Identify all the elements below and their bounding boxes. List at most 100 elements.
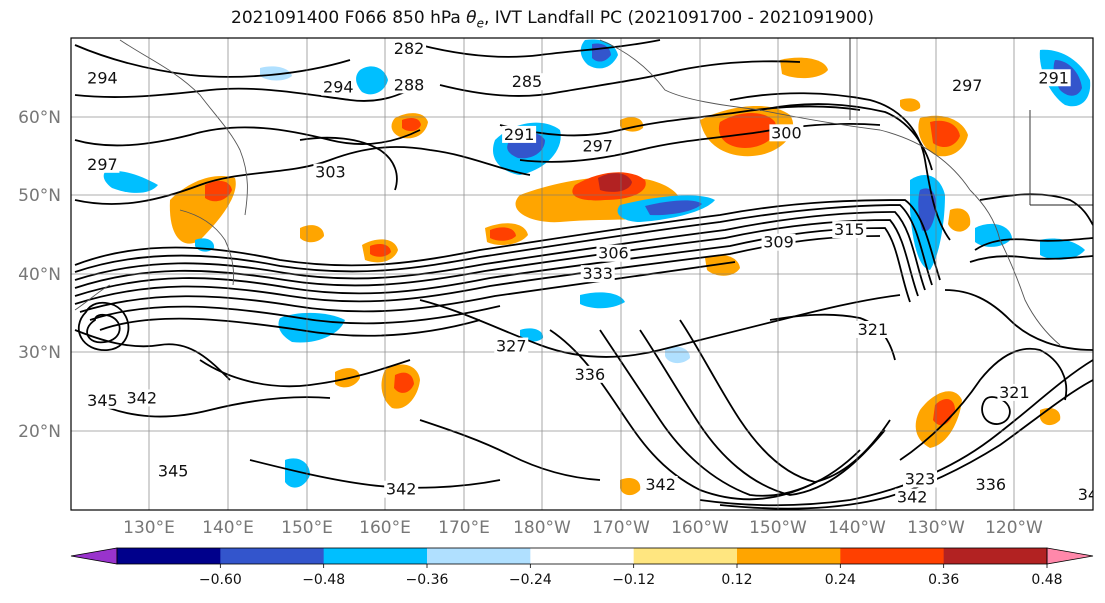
lat-label: 50°N <box>18 186 61 206</box>
lat-label: 60°N <box>18 108 61 128</box>
contour-label-bg <box>903 470 938 488</box>
title-subscript: e <box>476 16 484 31</box>
contour-label-bg <box>572 365 607 383</box>
colorbar-extend-high <box>1046 547 1094 565</box>
colorbar-extend-low <box>70 547 118 565</box>
theta-e-contour <box>969 255 1093 263</box>
anomaly-patch <box>900 98 921 112</box>
lon-label: 180°W <box>513 518 571 538</box>
theta-e-contour <box>599 329 861 497</box>
contour-label-bg <box>580 137 615 155</box>
colorbar-cell <box>633 548 738 564</box>
contour-label-bg <box>502 125 537 143</box>
colorbar-outline <box>116 547 1048 565</box>
contour-label-bg <box>1091 69 1093 87</box>
colorbar: −0.60 −0.48 −0.36 −0.24 −0.12 0.12 0.24 0.36 0.4… <box>70 547 1094 588</box>
contour-label: 309 <box>763 233 794 252</box>
colorbar-cell <box>323 548 428 564</box>
contour-label-bg <box>124 389 159 407</box>
contour-label: 345 <box>87 391 118 410</box>
contour-label-bg <box>997 383 1032 401</box>
contour-label-bg <box>494 337 529 355</box>
graticule <box>71 38 1093 510</box>
theta-e-contour <box>419 419 601 481</box>
contour-label: 336 <box>976 475 1007 494</box>
anomaly-patch <box>356 66 388 95</box>
map-title: 2021091400 F066 850 hPa θe, IVT Landfall… <box>0 8 1105 30</box>
colorbar-tick-label: −0.60 <box>199 572 242 588</box>
contour-label: 291 <box>504 125 535 144</box>
colorbar-cell <box>530 548 635 564</box>
lon-label: 120°W <box>985 518 1043 538</box>
lat-label: 30°N <box>18 343 61 363</box>
anomaly-patch <box>205 180 232 202</box>
lon-label: 170°E <box>438 518 490 538</box>
contour-label-bg <box>1036 69 1071 87</box>
theta-e-contour <box>74 227 911 303</box>
colorbar-ticks: −0.60 −0.48 −0.36 −0.24 −0.12 0.12 0.24 0.36 0.4… <box>199 564 1063 588</box>
colorbar-tick-label: 0.12 <box>721 572 752 588</box>
anomaly-patch <box>394 372 414 393</box>
contour-label-bg <box>156 462 191 480</box>
theta-e-contour <box>74 199 941 281</box>
lon-label: 140°W <box>828 518 886 538</box>
anomaly-patch <box>1040 238 1085 260</box>
contour-label: 282 <box>394 39 425 58</box>
contour-label: 303 <box>315 163 346 182</box>
theta-e-contour <box>74 44 351 78</box>
contour-label: 333 <box>582 264 613 283</box>
contour-label: 297 <box>952 76 983 95</box>
anomaly-patch <box>278 312 345 343</box>
contour-label-bg <box>832 221 867 239</box>
contour-label-bg <box>85 391 120 409</box>
map-frame <box>70 37 1094 511</box>
contour-label-bg <box>313 163 348 181</box>
coastline <box>599 39 971 191</box>
contour-label: 285 <box>512 72 543 91</box>
contour-label: 315 <box>834 220 865 239</box>
contour-label-layer: 2822942942882852973032912973002972912882… <box>85 39 1105 507</box>
contour-label: 321 <box>858 320 889 339</box>
contour-label: 342 <box>386 480 417 499</box>
theta-e-contour <box>99 317 481 337</box>
contour-label-bg <box>580 265 615 283</box>
colorbar-cell <box>840 548 945 564</box>
anomaly-patch <box>718 113 776 148</box>
anomaly-patch <box>580 292 625 309</box>
contour-label-bg <box>321 78 356 96</box>
theta-e-contour <box>499 105 861 137</box>
anomaly-patch <box>645 200 702 216</box>
anomaly-patch <box>260 66 292 81</box>
contour-label: 342 <box>126 388 157 407</box>
theta-e-contour <box>419 294 901 358</box>
contour-label: 288 <box>394 75 425 94</box>
theta-e-contour <box>899 347 1068 461</box>
map-content: 2822942942882852973032912973002972912882… <box>71 38 1105 510</box>
colorbar-cell <box>117 548 221 564</box>
contour-label-bg <box>643 475 678 493</box>
contour-label: 300 <box>771 123 802 142</box>
theta-e-contour <box>944 289 1093 351</box>
contour-label: 323 <box>905 469 936 488</box>
title-suffix: , IVT Landfall PC (2021091700 - 20210919… <box>483 8 874 28</box>
contour-label-bg <box>855 321 890 338</box>
contour-label: 336 <box>575 365 606 384</box>
contour-label-bg <box>392 40 427 58</box>
lon-label: 130°W <box>907 518 965 538</box>
contour-label: 288 <box>1093 68 1105 87</box>
contour-label: 297 <box>87 155 118 174</box>
theta-e-contour <box>74 84 421 102</box>
theta-e-contour <box>74 146 531 205</box>
contour-label-bg <box>392 76 427 94</box>
colorbar-tick-label: −0.48 <box>302 572 345 588</box>
anomaly-patch <box>490 227 516 241</box>
anomaly-patch <box>665 346 690 364</box>
contour-label: 342 <box>645 475 676 494</box>
colorbar-tick-label: −0.36 <box>406 572 449 588</box>
theta-e-contour <box>679 319 891 483</box>
border-layer <box>849 38 1093 206</box>
colorbar-cells <box>70 547 1094 565</box>
anomaly-patch <box>285 458 310 488</box>
lon-label: 160°W <box>671 518 729 538</box>
